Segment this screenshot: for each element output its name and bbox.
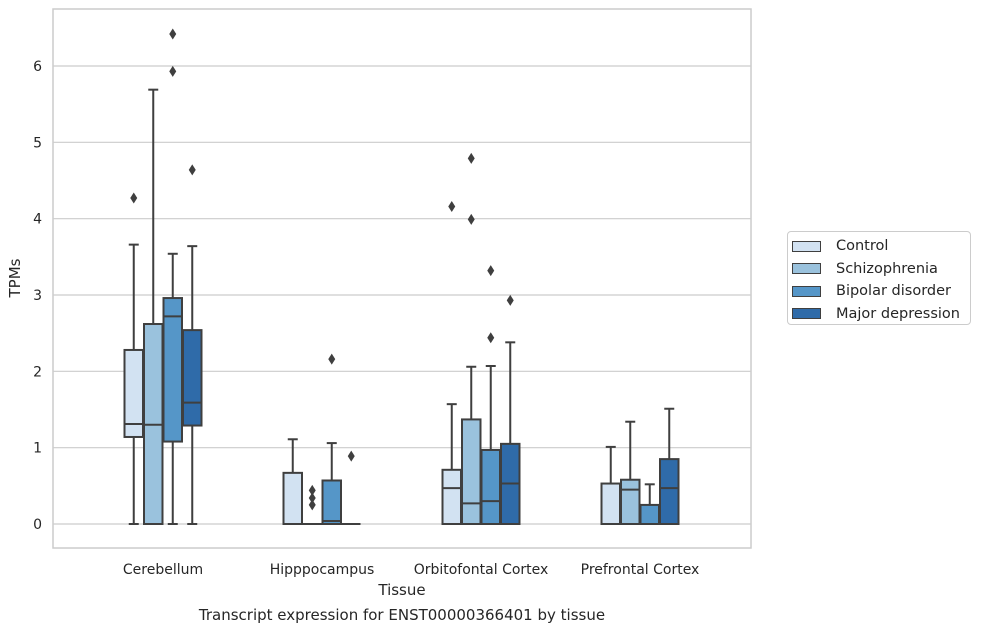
box-2-1 bbox=[461, 152, 482, 526]
y-tick-labels: 0 1 2 3 4 5 6 bbox=[33, 59, 42, 533]
box-body bbox=[639, 503, 660, 525]
box-body bbox=[162, 297, 183, 443]
legend-item: Schizophrenia bbox=[792, 258, 970, 281]
legend-label: Control bbox=[836, 238, 889, 255]
outlier-point bbox=[487, 332, 495, 344]
box-1-3 bbox=[342, 450, 361, 525]
box-body bbox=[620, 478, 641, 525]
box-body bbox=[480, 448, 501, 525]
box-body bbox=[600, 482, 621, 525]
box-3-3 bbox=[659, 407, 680, 525]
legend-swatch bbox=[792, 308, 821, 320]
box-3-2 bbox=[639, 483, 660, 525]
y-tick-label: 0 bbox=[33, 517, 42, 533]
box-0-1 bbox=[143, 88, 164, 525]
box-2-0 bbox=[441, 200, 462, 526]
box-body bbox=[182, 329, 203, 427]
legend-swatch bbox=[792, 240, 821, 252]
legend-swatch bbox=[792, 285, 821, 297]
outlier-point bbox=[308, 499, 316, 511]
outlier-point bbox=[448, 200, 456, 212]
y-tick-label: 6 bbox=[33, 59, 42, 75]
outlier-point bbox=[347, 450, 355, 462]
outlier-point bbox=[308, 484, 316, 496]
legend-label: Bipolar disorder bbox=[836, 283, 951, 300]
outlier-point bbox=[487, 265, 495, 277]
y-tick-label: 3 bbox=[33, 288, 42, 304]
x-tick-labels: Cerebellum Hipppocampus Orbitofontal Corte… bbox=[123, 562, 699, 578]
legend-label: Schizophrenia bbox=[836, 260, 938, 277]
outlier-point bbox=[188, 164, 196, 176]
x-tick-label: Prefrontal Cortex bbox=[581, 562, 700, 578]
y-axis-title: TPMs bbox=[6, 258, 24, 298]
legend-label: Major depression bbox=[836, 305, 960, 322]
box-2-3 bbox=[500, 294, 521, 526]
box-body bbox=[282, 471, 303, 525]
outlier-point bbox=[130, 192, 138, 204]
legend: Control Schizophrenia Bipolar disorder Majo… bbox=[787, 231, 971, 325]
box-1-2 bbox=[321, 353, 342, 525]
boxes bbox=[123, 28, 680, 526]
box-1-0 bbox=[282, 438, 303, 525]
legend-item: Major depression bbox=[792, 303, 970, 326]
x-tick-label: Orbitofontal Cortex bbox=[414, 562, 549, 578]
outlier-point bbox=[328, 353, 336, 365]
outlier-point bbox=[467, 213, 475, 225]
box-2-2 bbox=[480, 265, 501, 525]
legend-item: Control bbox=[792, 235, 970, 258]
outlier-point bbox=[467, 152, 475, 164]
box-3-0 bbox=[600, 445, 621, 525]
legend-swatch bbox=[792, 263, 821, 275]
outlier-point bbox=[169, 28, 177, 40]
box-body bbox=[659, 458, 680, 525]
y-tick-label: 2 bbox=[33, 364, 42, 380]
box-1-1 bbox=[303, 484, 322, 525]
x-tick-label: Cerebellum bbox=[123, 562, 203, 578]
box-0-3 bbox=[182, 164, 203, 525]
figure-caption: Transcript expression for ENST0000036640… bbox=[198, 606, 606, 624]
outlier-point bbox=[506, 294, 514, 306]
box-body bbox=[321, 479, 342, 525]
y-tick-label: 1 bbox=[33, 441, 42, 457]
outlier-point bbox=[308, 492, 316, 504]
y-tick-label: 4 bbox=[33, 212, 42, 228]
y-tick-label: 5 bbox=[33, 135, 42, 151]
box-0-2 bbox=[162, 28, 183, 525]
box-body bbox=[441, 468, 462, 526]
legend-item: Bipolar disorder bbox=[792, 280, 970, 303]
plot-frame bbox=[52, 8, 752, 549]
box-0-0 bbox=[123, 192, 144, 525]
box-body bbox=[461, 418, 482, 526]
x-axis-title: Tissue bbox=[377, 581, 425, 599]
x-tick-label: Hipppocampus bbox=[270, 562, 375, 578]
outlier-point bbox=[169, 65, 177, 77]
box-3-1 bbox=[620, 420, 641, 525]
